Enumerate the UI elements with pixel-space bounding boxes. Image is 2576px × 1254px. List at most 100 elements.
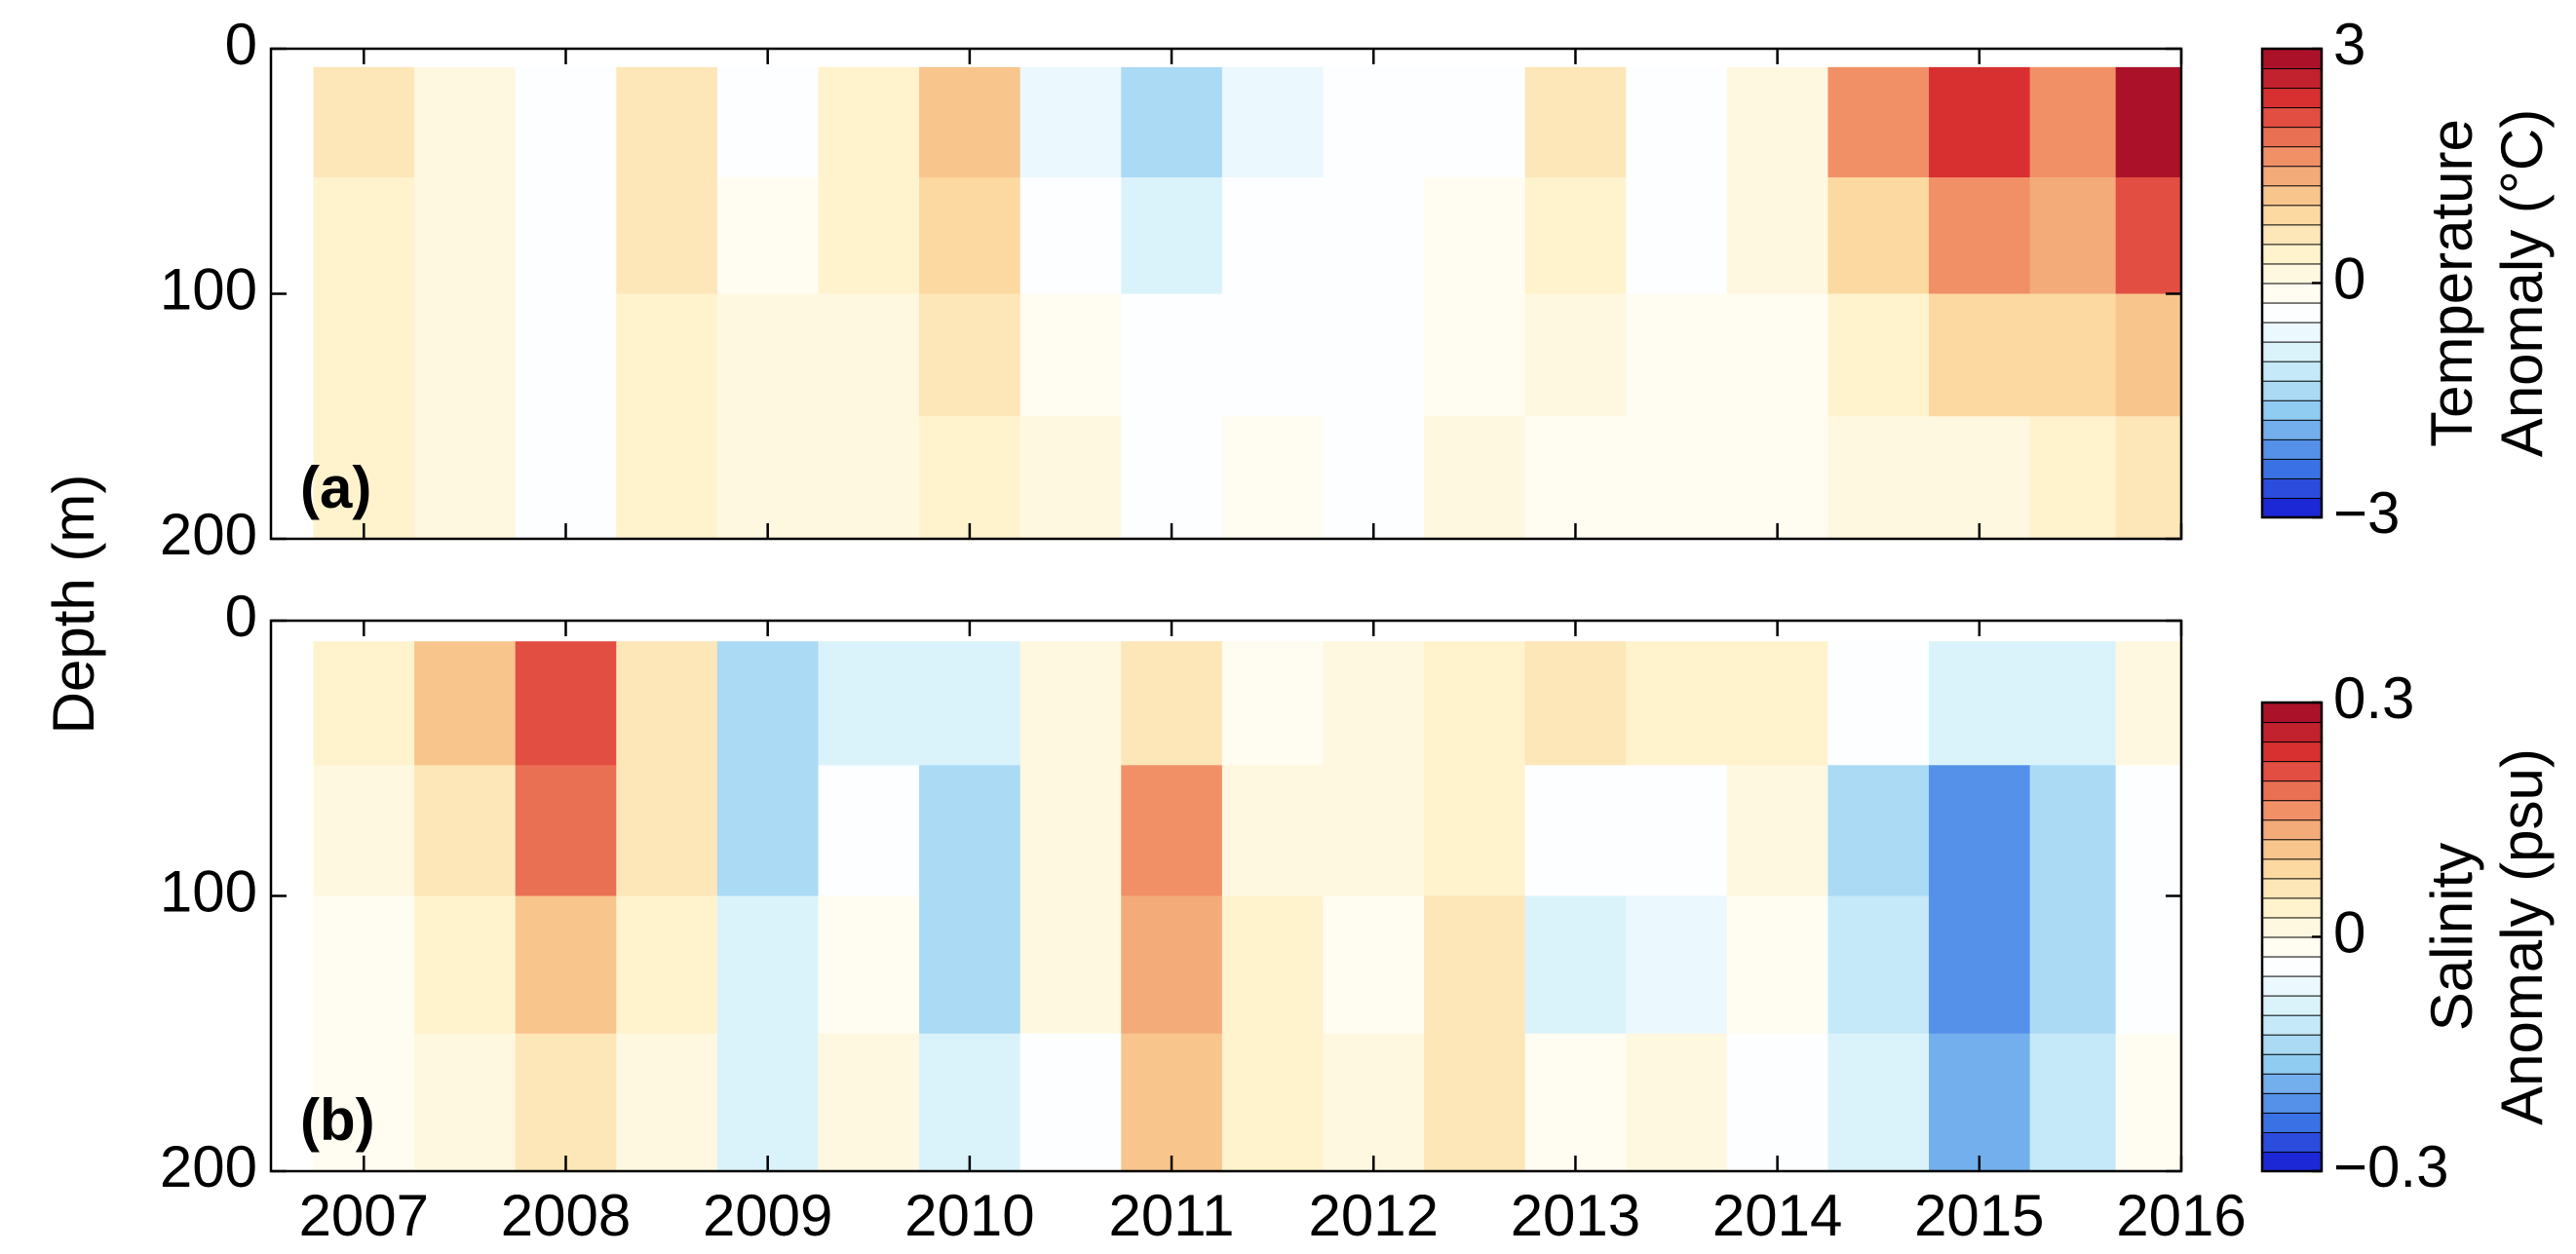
- heatmap-cell: [1726, 1033, 1829, 1171]
- heatmap-cell: [2115, 66, 2181, 178]
- heatmap-cell: [1827, 765, 1930, 897]
- heatmap-cell: [1221, 765, 1325, 897]
- heatmap-cell: [1323, 177, 1425, 295]
- heatmap-cell: [919, 416, 1021, 539]
- colorbar-level: [2261, 458, 2323, 479]
- heatmap-cell: [1827, 66, 1930, 178]
- heatmap-cell: [313, 177, 415, 295]
- x-tick-label: 2007: [299, 1183, 429, 1248]
- heatmap-cell: [515, 416, 618, 539]
- heatmap-cell: [1424, 765, 1526, 897]
- heatmap-cell: [716, 641, 820, 767]
- heatmap-cell: [1626, 765, 1728, 897]
- x-tick-label: 2015: [1914, 1183, 2044, 1248]
- colorbar-level: [2261, 497, 2323, 519]
- heatmap-cell: [515, 1033, 618, 1171]
- heatmap-cells: [313, 641, 2181, 1171]
- heatmap-cell: [1726, 765, 1829, 897]
- heatmap-cell: [1524, 765, 1628, 897]
- heatmap-cell: [1323, 416, 1425, 539]
- heatmap-cell: [1929, 895, 2031, 1035]
- heatmap-cell: [313, 1033, 415, 1171]
- heatmap-cell: [1424, 416, 1526, 539]
- heatmap-cell: [2029, 66, 2117, 178]
- heatmap-cell: [1121, 765, 1223, 897]
- heatmap-cell: [716, 765, 820, 897]
- heatmap-cell: [716, 177, 820, 295]
- colorbar-level: [2261, 838, 2323, 860]
- heatmap-cell: [2115, 293, 2181, 418]
- heatmap-cell: [1121, 177, 1223, 295]
- x-tick-label: 2009: [703, 1183, 832, 1248]
- y-tick-label: 100: [160, 256, 257, 322]
- heatmap-cell: [919, 641, 1021, 767]
- heatmap-cell: [1827, 416, 1930, 539]
- heatmap-cell: [1726, 177, 1829, 295]
- heatmap-cell: [414, 641, 517, 767]
- heatmap-cell: [919, 765, 1021, 897]
- heatmap-cell: [1626, 641, 1728, 767]
- colorbar-level: [2261, 126, 2323, 148]
- heatmap-cell: [1019, 293, 1123, 418]
- heatmap-cell: [1019, 641, 1123, 767]
- heatmap-cell: [616, 416, 718, 539]
- heatmap-cell: [1019, 66, 1123, 178]
- heatmap-cell: [616, 765, 718, 897]
- heatmap-cell: [1827, 177, 1930, 295]
- colorbar-level: [2261, 477, 2323, 499]
- heatmap-cell: [515, 66, 618, 178]
- colorbar-level: [2261, 760, 2323, 782]
- x-tick-label: 2011: [1109, 1183, 1235, 1248]
- colorbar-level: [2261, 165, 2323, 187]
- heatmap-cell: [1424, 177, 1526, 295]
- y-tick-label: 0: [225, 584, 257, 649]
- heatmap-cell: [818, 765, 920, 897]
- colorbar-level: [2261, 283, 2323, 304]
- heatmap-cell: [1929, 641, 2031, 767]
- colorbar-level: [2261, 322, 2323, 343]
- heatmap-cell: [1626, 416, 1728, 539]
- heatmap-cell: [1929, 1033, 2031, 1171]
- heatmap-cell: [1019, 177, 1123, 295]
- colorbar-level: [2261, 184, 2323, 207]
- x-tick-label: 2014: [1712, 1183, 1842, 1248]
- heatmap-cell: [1626, 177, 1728, 295]
- heatmap-cell: [1323, 66, 1425, 178]
- heatmap-cell: [414, 765, 517, 897]
- heatmap-cell: [1524, 293, 1628, 418]
- heatmap-cell: [1726, 641, 1829, 767]
- heatmap-cell: [1221, 66, 1325, 178]
- heatmap-cell: [1626, 1033, 1728, 1171]
- colorbar-tick-label: 0.3: [2333, 665, 2414, 731]
- heatmap-cell: [1323, 895, 1425, 1035]
- x-tick-label: 2013: [1511, 1183, 1640, 1248]
- heatmap-cell: [1524, 66, 1628, 178]
- x-tick-label: 2012: [1309, 1183, 1439, 1248]
- heatmap-cell: [414, 66, 517, 178]
- heatmap-cell: [2029, 765, 2117, 897]
- y-tick-label: 100: [160, 858, 257, 924]
- heatmap-cell: [1726, 416, 1829, 539]
- heatmap-cell: [1424, 895, 1526, 1035]
- heatmap-cell: [2115, 765, 2181, 897]
- heatmap-cells: [313, 66, 2181, 539]
- colorbar-level: [2261, 916, 2323, 938]
- colorbar-level: [2261, 857, 2323, 880]
- heatmap-cell: [1019, 895, 1123, 1035]
- heatmap-cell: [1524, 641, 1628, 767]
- colorbar-label: Anomaly (°C): [2489, 109, 2555, 457]
- colorbar-tick-label: −0.3: [2333, 1134, 2448, 1199]
- heatmap-cell: [1221, 293, 1325, 418]
- colorbar-level: [2261, 1092, 2323, 1114]
- colorbar-level: [2261, 818, 2323, 841]
- heatmap-cell: [1424, 1033, 1526, 1171]
- heatmap-cell: [818, 1033, 920, 1171]
- colorbar-level: [2261, 67, 2323, 90]
- colorbar-level: [2261, 380, 2323, 401]
- colorbar-level: [2261, 936, 2323, 958]
- heatmap-cell: [818, 293, 920, 418]
- heatmap-cell: [2029, 293, 2117, 418]
- x-tick-label: 2016: [2116, 1183, 2246, 1248]
- heatmap-cell: [1221, 641, 1325, 767]
